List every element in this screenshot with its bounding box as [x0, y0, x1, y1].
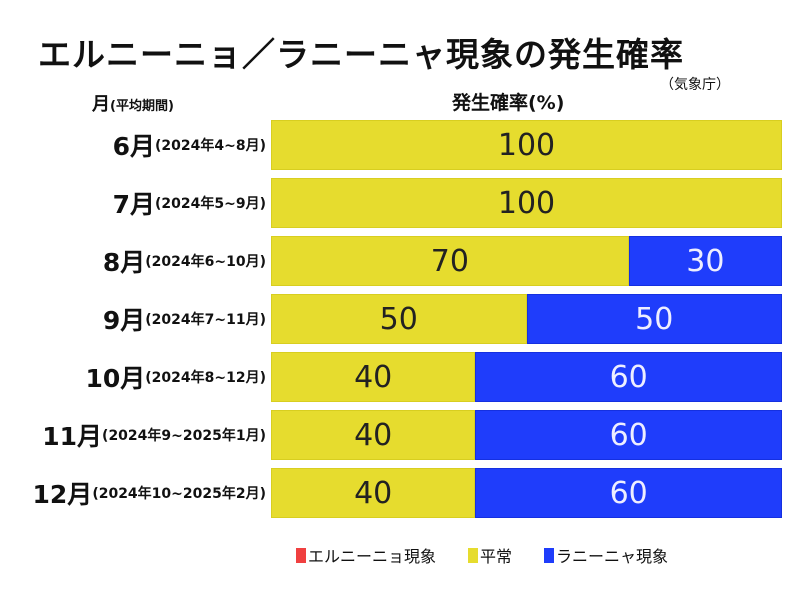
month-column-header: 月(平均期間): [92, 90, 174, 116]
data-label: 40: [354, 359, 393, 395]
legend-label: 平常: [480, 547, 513, 566]
legend-item-normal: 平常: [468, 543, 512, 567]
legend-item-elnino: エルニーニョ現象: [296, 543, 436, 567]
period-label: (2024年6~10月): [145, 254, 266, 270]
bar-segment-lanina: 50: [526, 294, 782, 344]
stacked-bar: 50 50: [271, 294, 782, 344]
probability-column-header: 発生確率(%): [452, 92, 565, 114]
row-label: 7月 (2024年5~9月): [0, 178, 266, 228]
data-label: 50: [379, 301, 418, 337]
stacked-bar: 40 60: [271, 410, 782, 460]
month-label: 7月: [112, 190, 156, 219]
stacked-bar: 70 30: [271, 236, 782, 286]
row-label: 10月 (2024年8~12月): [0, 352, 266, 402]
stacked-bar: 40 60: [271, 352, 782, 402]
month-label: 10月: [85, 364, 146, 393]
month-label: 9月: [102, 306, 146, 335]
data-label: 50: [635, 301, 674, 337]
bar-segment-lanina: 60: [475, 468, 782, 518]
row-label: 12月 (2024年10~2025年2月): [0, 468, 266, 518]
bar-segment-normal: 70: [271, 236, 629, 286]
bar-segment-normal: 50: [271, 294, 527, 344]
month-header-label: 月: [92, 94, 110, 115]
data-label: 40: [354, 417, 393, 453]
chart-title: エルニーニョ／ラニーニャ現象の発生確率: [38, 35, 684, 74]
bar-segment-normal: 40: [271, 352, 476, 402]
period-label: (2024年4~8月): [155, 138, 266, 154]
bar-segment-normal: 40: [271, 468, 476, 518]
stacked-bar: 100: [271, 120, 782, 170]
period-label: (2024年5~9月): [155, 196, 266, 212]
bar-segment-normal: 40: [271, 410, 476, 460]
data-label: 100: [497, 127, 556, 163]
month-label: 12月: [32, 480, 93, 509]
legend: エルニーニョ現象 平常 ラニーニャ現象: [296, 543, 668, 567]
bar-segment-lanina: 30: [628, 236, 782, 286]
stacked-bar: 100: [271, 178, 782, 228]
legend-swatch: [544, 547, 555, 563]
legend-item-lanina: ラニーニャ現象: [544, 543, 668, 567]
stacked-bar: 40 60: [271, 468, 782, 518]
data-label: 60: [609, 359, 648, 395]
period-label: (2024年10~2025年2月): [92, 486, 266, 502]
bar-segment-lanina: 60: [475, 410, 782, 460]
month-label: 6月: [112, 132, 156, 161]
month-label: 11月: [42, 422, 103, 451]
bar-segment-normal: 100: [271, 120, 782, 170]
row-label: 9月 (2024年7~11月): [0, 294, 266, 344]
legend-label: エルニーニョ現象: [308, 547, 437, 566]
period-label: (2024年8~12月): [145, 370, 266, 386]
month-header-sub: (平均期間): [110, 99, 174, 114]
legend-swatch: [468, 547, 479, 563]
bar-segment-lanina: 60: [475, 352, 782, 402]
source-label: （気象庁）: [660, 77, 730, 93]
data-label: 60: [609, 417, 648, 453]
data-label: 40: [354, 475, 393, 511]
legend-label: ラニーニャ現象: [556, 547, 669, 566]
legend-swatch: [296, 547, 306, 563]
period-label: (2024年9~2025年1月): [102, 428, 266, 444]
data-label: 30: [686, 243, 725, 279]
data-label: 70: [430, 243, 469, 279]
row-label: 6月 (2024年4~8月): [0, 120, 266, 170]
period-label: (2024年7~11月): [145, 312, 266, 328]
bar-segment-normal: 100: [271, 178, 782, 228]
month-label: 8月: [102, 248, 146, 277]
row-label: 8月 (2024年6~10月): [0, 236, 266, 286]
data-label: 100: [497, 185, 556, 221]
data-label: 60: [609, 475, 648, 511]
row-label: 11月 (2024年9~2025年1月): [0, 410, 266, 460]
